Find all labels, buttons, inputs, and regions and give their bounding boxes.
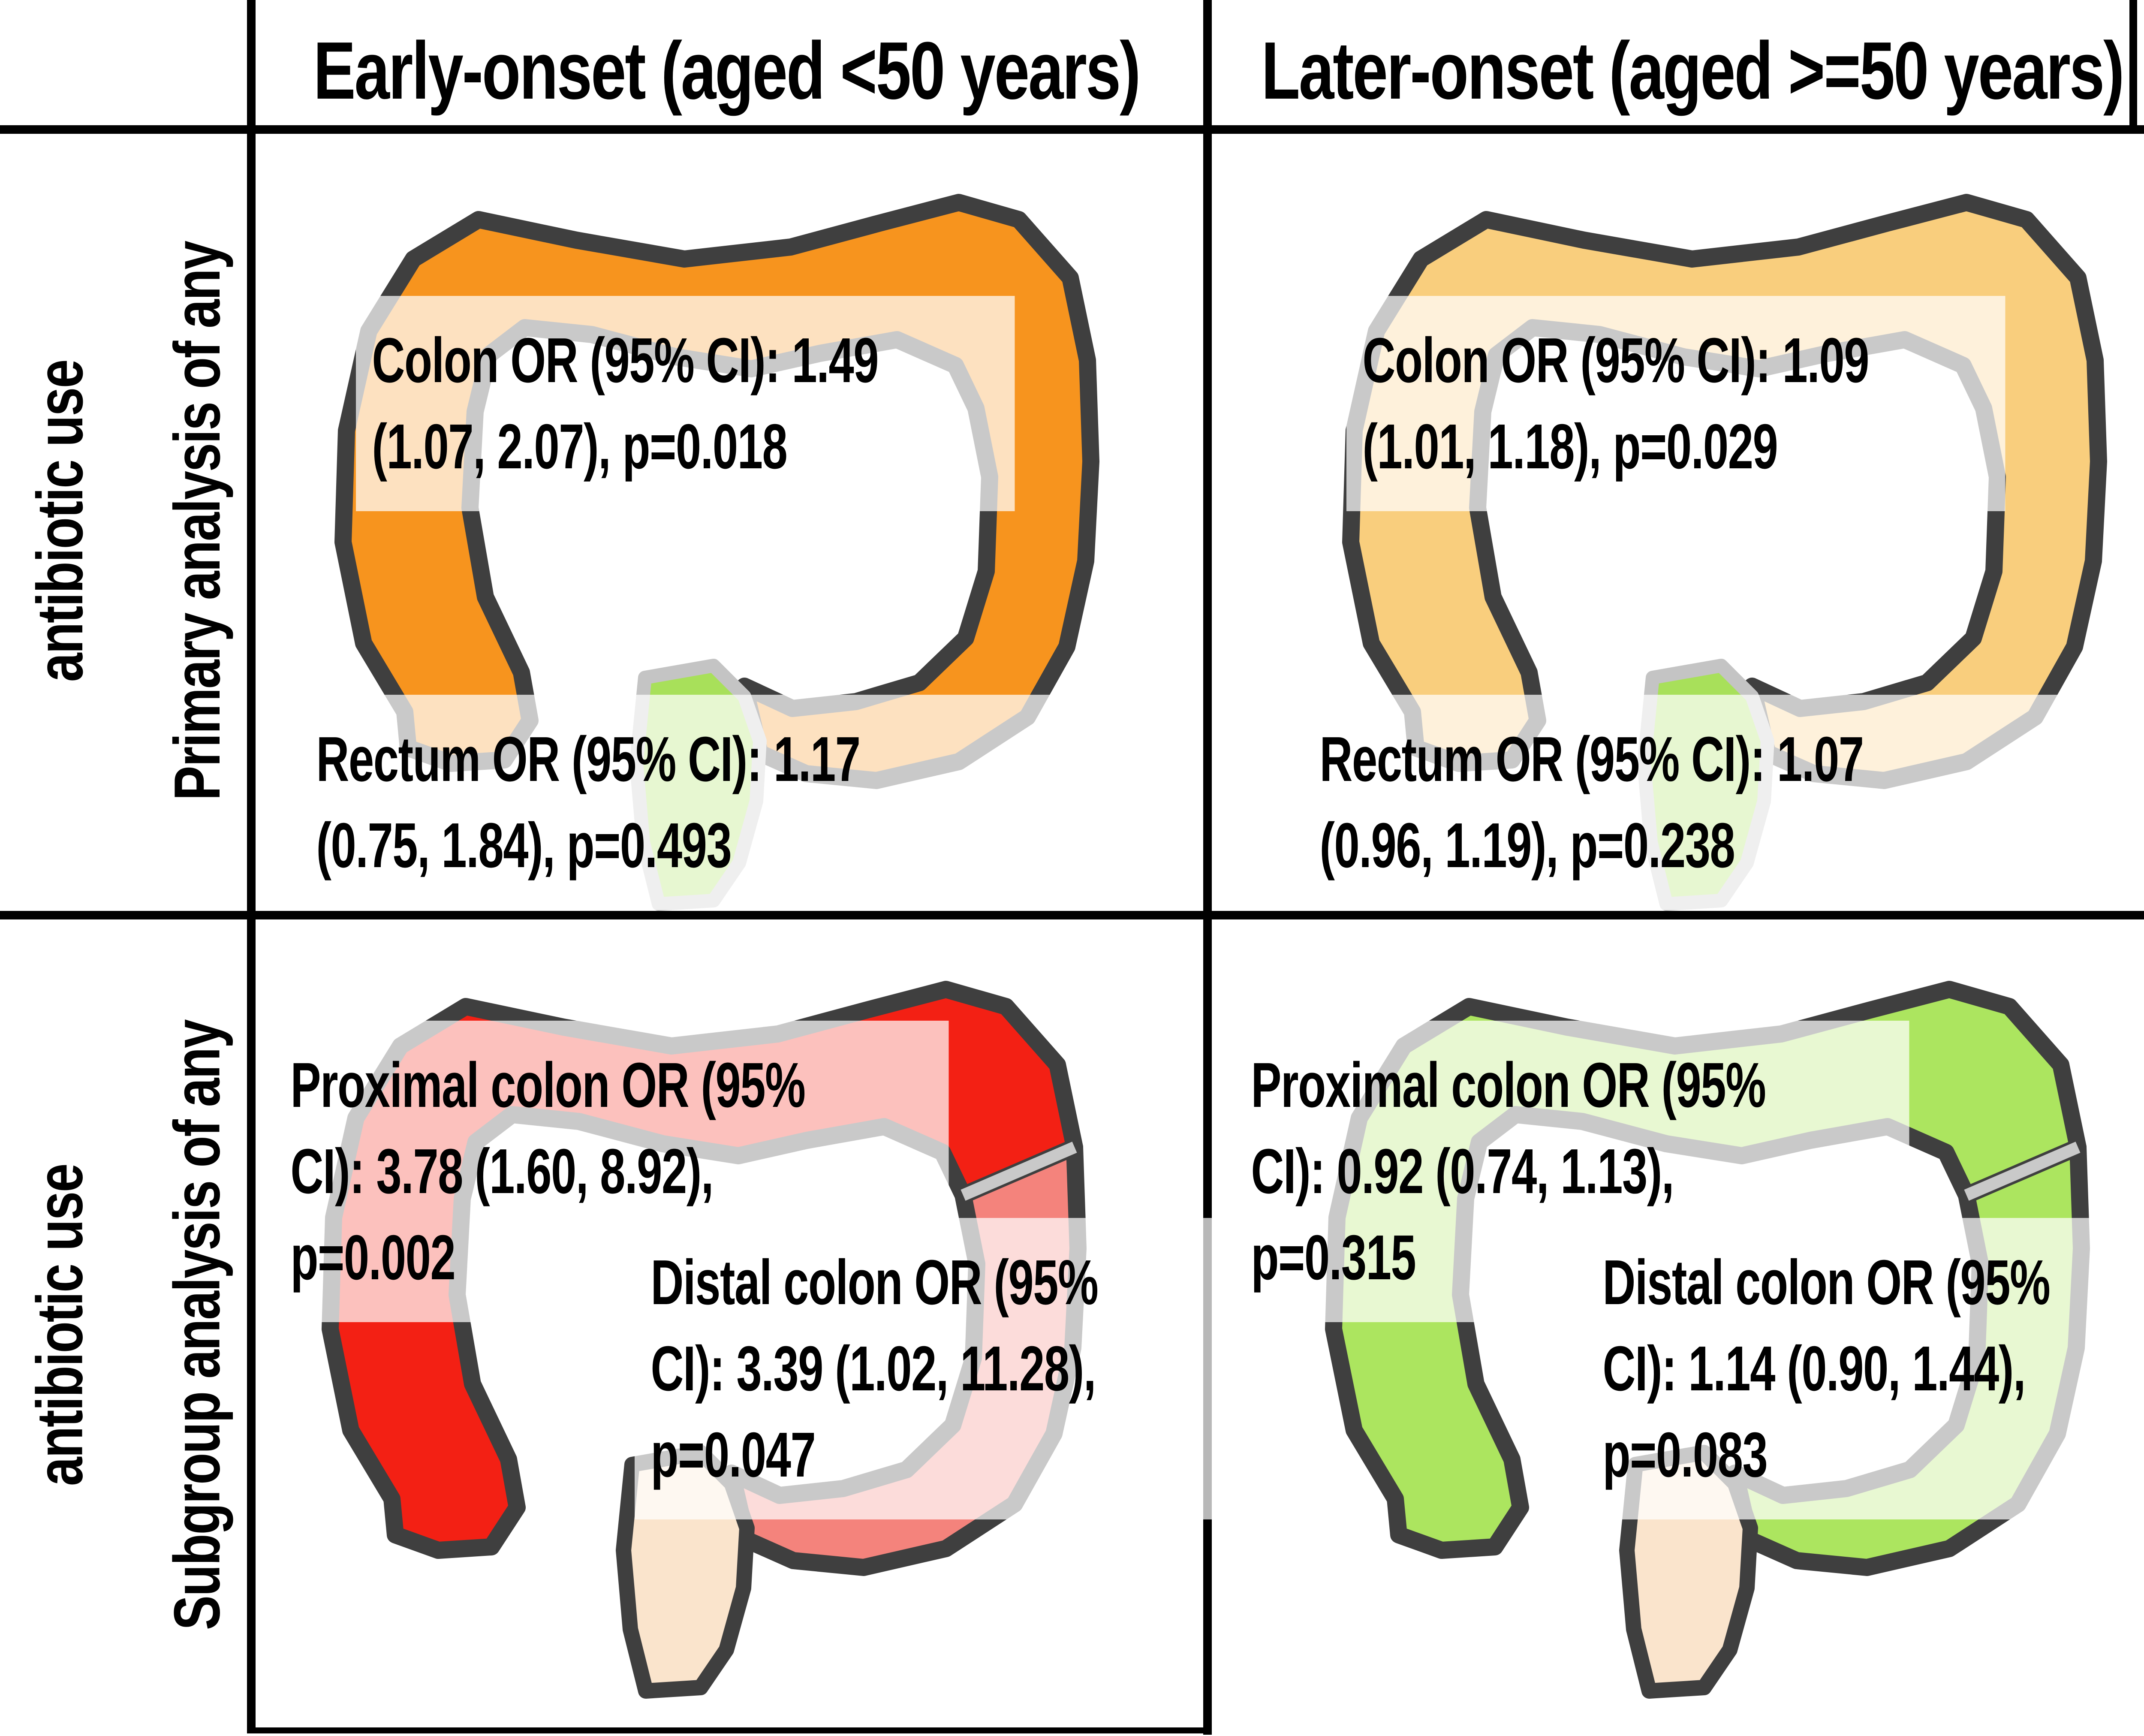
row-label-primary-analysis: Primary analysis of any antibiotic use [0, 129, 266, 913]
grid-vertical-label-divider [247, 0, 256, 1732]
row-label-subgroup-analysis: Subgroup analysis of any antibiotic use [0, 915, 266, 1736]
proximal-distal-seam-early [961, 1142, 1077, 1201]
grid-horizontal-row-divider [0, 911, 2144, 919]
column-header-later-onset: Later-onset (aged >=50 years) [1212, 21, 2144, 120]
grid-vertical-right-header-border [2129, 0, 2137, 134]
column-header-early-onset: Early-onset (aged <50 years) [250, 21, 1203, 120]
row-label-primary-line1: Primary analysis of any [161, 241, 234, 801]
row-label-primary-line2: antibiotic use [24, 360, 96, 682]
annotation-rectum-early-primary: Rectum OR (95% CI): 1.17 (0.75, 1.84), p… [300, 695, 1058, 910]
annotation-distal-early-subgroup: Distal colon OR (95% CI): 3.39 (1.02, 11… [635, 1218, 1244, 1519]
grid-horizontal-header-divider [0, 125, 2144, 134]
row-label-subgroup-line2: antibiotic use [23, 1164, 96, 1486]
annotation-rectum-later-primary: Rectum OR (95% CI): 1.07 (0.96, 1.19), p… [1304, 695, 2061, 910]
annotation-colon-early-primary: Colon OR (95% CI): 1.49 (1.07, 2.07), p=… [356, 296, 1015, 511]
annotation-distal-later-subgroup: Distal colon OR (95% CI): 1.14 (0.90, 1.… [1587, 1218, 2144, 1519]
proximal-distal-seam-later [1964, 1142, 2081, 1201]
grid-horizontal-bottom-border [247, 1727, 1212, 1733]
annotation-proximal-early-subgroup: Proximal colon OR (95% CI): 3.78 (1.60, … [274, 1021, 949, 1322]
annotation-colon-later-primary: Colon OR (95% CI): 1.09 (1.01, 1.18), p=… [1346, 296, 2005, 511]
column-header-later-onset-label: Later-onset (aged >=50 years) [1261, 25, 2124, 116]
column-header-early-onset-label: Early-onset (aged <50 years) [313, 25, 1141, 116]
row-label-subgroup-line1: Subgroup analysis of any [160, 1020, 234, 1631]
